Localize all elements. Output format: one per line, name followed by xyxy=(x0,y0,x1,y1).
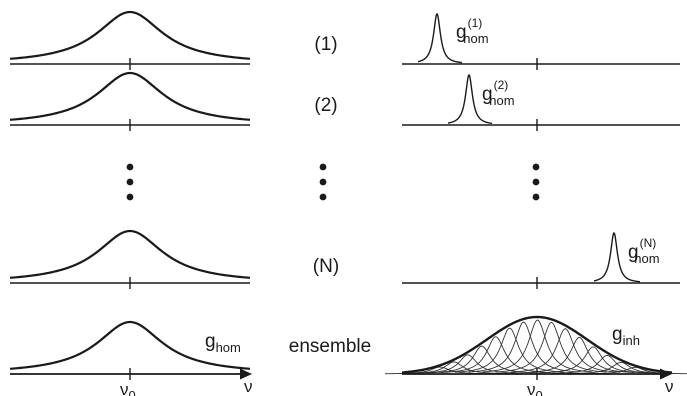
homogeneous-curve xyxy=(9,10,251,60)
component-line xyxy=(468,321,579,373)
narrow-line-n xyxy=(593,232,641,283)
right-row-1: g(1) hom xyxy=(402,13,680,70)
left-ellipsis xyxy=(126,163,134,201)
dot xyxy=(126,193,134,201)
dot xyxy=(319,193,327,201)
g-hom-2-label: g(2) hom xyxy=(482,78,515,108)
dot xyxy=(319,178,327,186)
homogeneous-curve xyxy=(9,71,251,121)
narrow-line-1 xyxy=(417,13,463,64)
g-hom-label: ghom xyxy=(205,331,241,355)
right-row-n: g(N) hom xyxy=(402,232,680,289)
right-ellipsis xyxy=(532,163,540,201)
component-lines xyxy=(384,319,687,375)
axis-arrowhead xyxy=(240,368,252,380)
dot xyxy=(532,178,540,186)
homogeneous-curve xyxy=(9,320,251,370)
ensemble-label: ensemble xyxy=(289,336,371,357)
nu0-tick-label: ν0 xyxy=(120,380,136,396)
left-ensemble: ghom ν0 ν xyxy=(9,320,253,396)
left-row-2 xyxy=(9,71,251,131)
narrow-line-2 xyxy=(447,74,493,125)
component-line xyxy=(482,319,593,373)
nu-axis-label: ν xyxy=(244,377,253,396)
row-labels: (1) (2) (N) ensemble xyxy=(289,34,371,357)
row-label-1: (1) xyxy=(314,34,337,55)
dot xyxy=(532,163,540,171)
component-line xyxy=(552,354,663,374)
g-hom-n-label: g(N) hom xyxy=(628,236,660,266)
g-inh-label: ginh xyxy=(612,324,640,348)
dot xyxy=(532,193,540,201)
right-ensemble: ginh ν0 ν xyxy=(384,315,687,396)
dot xyxy=(126,163,134,171)
nu0-tick-label: ν0 xyxy=(527,380,543,396)
nu-axis-label: ν xyxy=(665,377,674,396)
component-line xyxy=(384,366,496,375)
row-label-2: (2) xyxy=(314,95,337,116)
component-line xyxy=(524,336,635,374)
homogeneous-curve xyxy=(9,229,251,279)
left-row-n xyxy=(9,229,251,289)
left-row-1 xyxy=(9,10,251,70)
row-label-n: (N) xyxy=(313,256,339,277)
inhomogeneous-envelope xyxy=(401,315,673,374)
g-hom-1-label: g(1) hom xyxy=(456,16,489,46)
component-line xyxy=(510,328,621,373)
right-row-2: g(2) hom xyxy=(402,74,680,131)
component-line xyxy=(538,346,649,374)
component-line xyxy=(440,336,551,374)
dot xyxy=(126,178,134,186)
dot xyxy=(319,163,327,171)
middle-ellipsis xyxy=(319,163,327,201)
axis-arrowhead xyxy=(660,368,672,380)
